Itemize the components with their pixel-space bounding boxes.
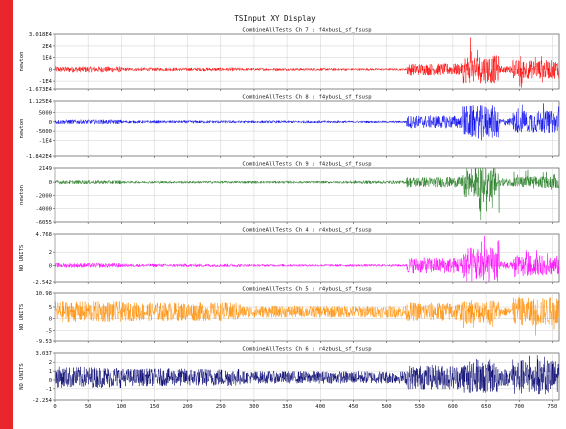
y-tick-label: 2 bbox=[49, 250, 52, 256]
y-tick-label: -6055 bbox=[35, 220, 52, 226]
x-tick-label: 400 bbox=[315, 404, 325, 410]
y-tick-label: -2.254 bbox=[32, 398, 53, 404]
signal-trace bbox=[55, 168, 559, 220]
y-tick-label: -5000 bbox=[35, 129, 52, 135]
plot-area bbox=[54, 33, 560, 90]
y-tick-label: -1 bbox=[45, 387, 52, 393]
y-tick-label: -1.673E4 bbox=[26, 87, 53, 93]
y-tick-label: -2.542 bbox=[32, 280, 52, 286]
y-tick-label: 4.768 bbox=[35, 232, 52, 238]
x-tick-label: 650 bbox=[481, 404, 491, 410]
window-title: TSInput XY Display bbox=[234, 14, 316, 23]
plot-area bbox=[54, 233, 560, 283]
y-tick-label: -1.842E4 bbox=[26, 154, 53, 160]
y-tick-label: -2000 bbox=[35, 193, 52, 199]
y-tick-label: 3.037 bbox=[35, 351, 52, 357]
y-axis-label: NO UNITS bbox=[19, 304, 25, 331]
panel-title: CombineAllTests Ch 7 : f4xbusL_sf_fsusp bbox=[242, 28, 371, 34]
plot-window: TSInput XY Display CombineAllTests Ch 7 … bbox=[13, 0, 566, 429]
x-tick-label: 100 bbox=[116, 404, 126, 410]
y-axis-label: NO UNITS bbox=[19, 363, 25, 390]
chart-panel-1: CombineAllTests Ch 7 : f4xbusL_sf_fsusp -… bbox=[19, 28, 560, 93]
signal-trace bbox=[55, 355, 559, 395]
y-tick-label: 1E4 bbox=[42, 56, 53, 62]
y-tick-label: 0 bbox=[49, 180, 52, 186]
y-tick-label: -1E4 bbox=[39, 138, 53, 144]
y-tick-label: 2 bbox=[49, 360, 52, 366]
signal-trace bbox=[55, 103, 559, 141]
x-tick-label: 200 bbox=[183, 404, 193, 410]
x-tick-label: 700 bbox=[514, 404, 524, 410]
y-tick-label: 10.98 bbox=[35, 291, 52, 297]
y-tick-label: 0 bbox=[49, 120, 52, 126]
y-tick-label: -4000 bbox=[35, 206, 52, 212]
y-tick-label: 1 bbox=[49, 369, 52, 375]
y-tick-label: -1E4 bbox=[39, 79, 53, 85]
chart-panel-2: CombineAllTests Ch 8 : f4ybusL_sf_fsusp -… bbox=[19, 95, 560, 160]
x-tick-label: 600 bbox=[448, 404, 458, 410]
panel-title: CombineAllTests Ch 4 : r4xbusL_sf_fsusp bbox=[242, 228, 371, 234]
x-tick-label: 450 bbox=[348, 404, 358, 410]
y-tick-label: 0 bbox=[49, 67, 52, 73]
x-tick-label: 500 bbox=[382, 404, 392, 410]
panel-title: CombineAllTests Ch 5 : r4ybusL_sf_fsusp bbox=[242, 287, 371, 293]
y-axis-label: NO UNITS bbox=[19, 245, 25, 272]
signal-trace bbox=[55, 37, 559, 88]
y-tick-label: 2149 bbox=[39, 166, 52, 172]
y-axis-label: newton bbox=[19, 52, 25, 72]
chart-panel-6: CombineAllTests Ch 6 : r4zbusL_sf_fsusp -… bbox=[19, 347, 560, 410]
y-tick-label: 5 bbox=[49, 305, 52, 311]
y-tick-label: 1.125E4 bbox=[29, 99, 53, 105]
y-tick-label: -9.53 bbox=[35, 339, 52, 345]
x-tick-label: 50 bbox=[85, 404, 92, 410]
y-tick-label: 0 bbox=[49, 317, 52, 323]
y-axis-label: newton bbox=[19, 185, 25, 205]
chart-panel-5: CombineAllTests Ch 5 : r4ybusL_sf_fsusp -… bbox=[19, 287, 560, 345]
x-tick-label: 300 bbox=[249, 404, 259, 410]
signal-trace bbox=[55, 296, 559, 336]
x-tick-label: 550 bbox=[415, 404, 425, 410]
plot-area bbox=[54, 100, 560, 157]
y-tick-label: 0 bbox=[49, 378, 52, 384]
x-tick-label: 750 bbox=[547, 404, 557, 410]
x-tick-label: 0 bbox=[53, 404, 56, 410]
y-tick-label: 2E4 bbox=[42, 44, 53, 50]
y-tick-label: 5000 bbox=[39, 111, 52, 117]
xy-display-canvas: TSInput XY Display CombineAllTests Ch 7 … bbox=[19, 14, 560, 410]
chart-panel-3: CombineAllTests Ch 9 : f4zbusL_sf_fsusp -… bbox=[19, 162, 560, 226]
panel-title: CombineAllTests Ch 9 : f4zbusL_sf_fsusp bbox=[242, 162, 371, 168]
panel-title: CombineAllTests Ch 6 : r4zbusL_sf_fsusp bbox=[242, 347, 371, 353]
panel-title: CombineAllTests Ch 8 : f4ybusL_sf_fsusp bbox=[242, 95, 371, 101]
y-tick-label: -5 bbox=[45, 328, 52, 334]
y-axis-label: newton bbox=[19, 119, 25, 139]
x-tick-label: 150 bbox=[150, 404, 160, 410]
y-tick-label: 3.018E4 bbox=[29, 32, 53, 38]
y-tick-label: 0 bbox=[49, 263, 52, 269]
signal-trace bbox=[55, 235, 559, 282]
chart-panel-4: CombineAllTests Ch 4 : r4xbusL_sf_fsusp -… bbox=[19, 228, 560, 286]
x-tick-label: 350 bbox=[282, 404, 292, 410]
x-tick-label: 250 bbox=[216, 404, 226, 410]
chart-panels: CombineAllTests Ch 7 : f4xbusL_sf_fsusp -… bbox=[19, 28, 560, 410]
